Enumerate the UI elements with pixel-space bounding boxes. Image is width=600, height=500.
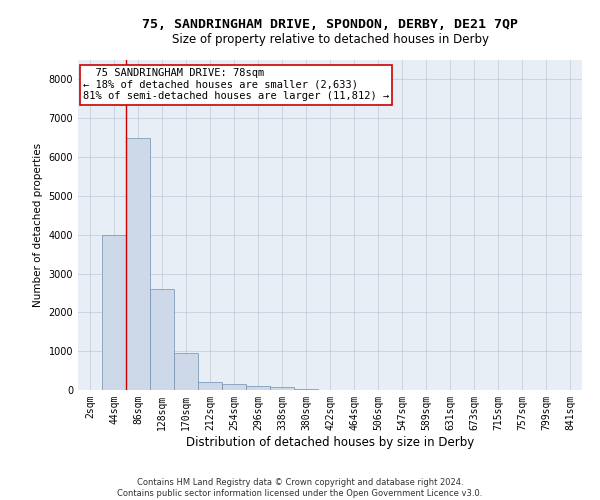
Bar <box>198 382 222 390</box>
Text: Size of property relative to detached houses in Derby: Size of property relative to detached ho… <box>172 32 488 46</box>
Bar <box>246 386 270 390</box>
Y-axis label: Number of detached properties: Number of detached properties <box>33 143 43 307</box>
Text: Contains HM Land Registry data © Crown copyright and database right 2024.
Contai: Contains HM Land Registry data © Crown c… <box>118 478 482 498</box>
Bar <box>294 389 318 390</box>
Text: 75, SANDRINGHAM DRIVE, SPONDON, DERBY, DE21 7QP: 75, SANDRINGHAM DRIVE, SPONDON, DERBY, D… <box>142 18 518 30</box>
X-axis label: Distribution of detached houses by size in Derby: Distribution of detached houses by size … <box>186 436 474 448</box>
Text: 75 SANDRINGHAM DRIVE: 78sqm
← 18% of detached houses are smaller (2,633)
81% of : 75 SANDRINGHAM DRIVE: 78sqm ← 18% of det… <box>83 68 389 102</box>
Bar <box>126 138 150 390</box>
Bar <box>174 353 198 390</box>
Bar <box>150 289 174 390</box>
Bar <box>270 387 294 390</box>
Bar <box>222 384 246 390</box>
Bar <box>102 234 126 390</box>
